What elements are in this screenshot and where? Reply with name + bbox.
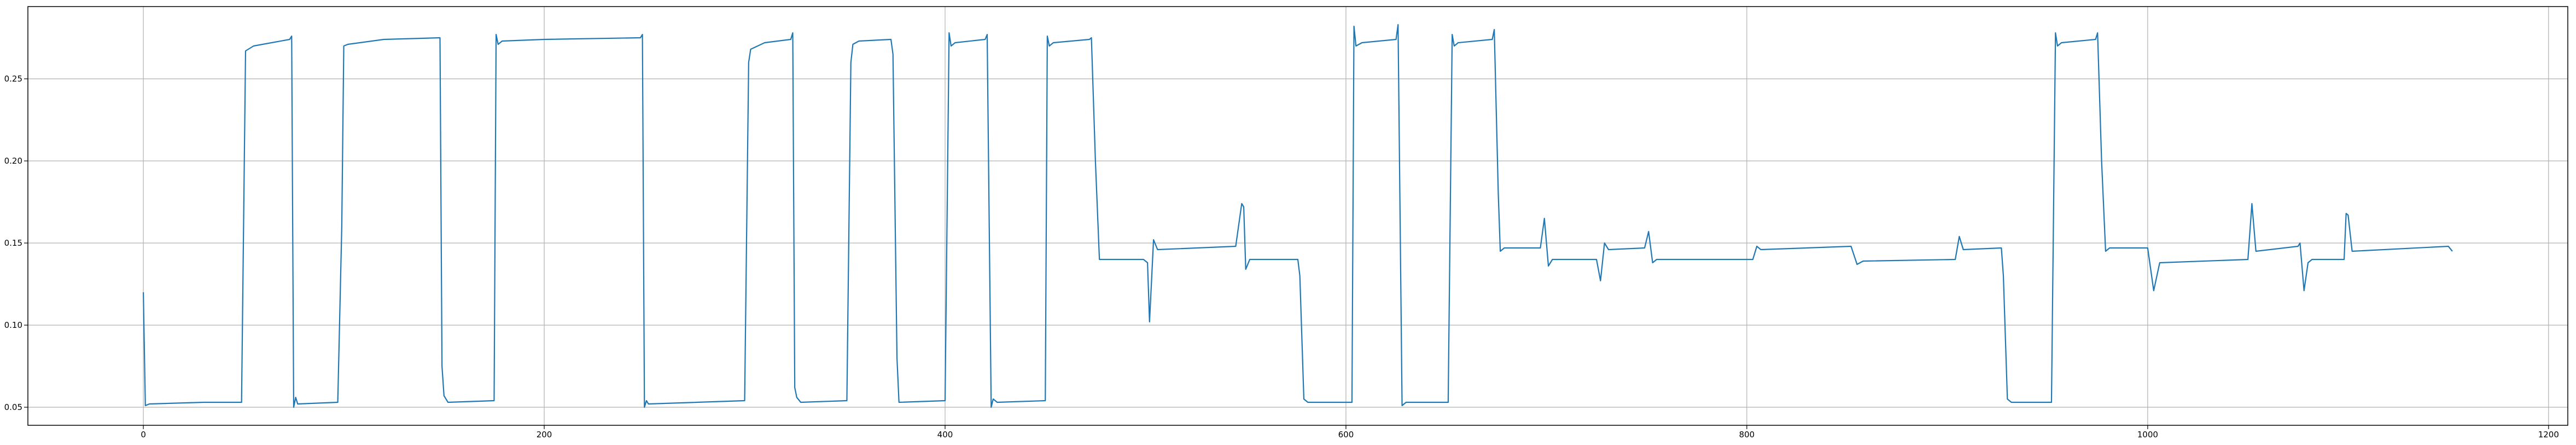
y-tick-label: 0.25 (4, 74, 22, 84)
data-line (142, 24, 2453, 408)
x-tick-label: 1000 (2137, 430, 2158, 440)
x-tick-label: 1200 (2538, 430, 2559, 440)
x-tick-label: 0 (141, 430, 146, 440)
x-tick-label: 600 (1338, 430, 1354, 440)
x-tick-label: 800 (1739, 430, 1755, 440)
y-tick-label: 0.10 (4, 320, 22, 330)
y-tick-label: 0.20 (4, 156, 22, 166)
plot-frame (27, 6, 2568, 426)
y-tick-label: 0.05 (4, 402, 22, 412)
y-tick-label: 0.15 (4, 238, 22, 248)
x-tick-label: 200 (537, 430, 552, 440)
x-tick-label: 400 (937, 430, 953, 440)
